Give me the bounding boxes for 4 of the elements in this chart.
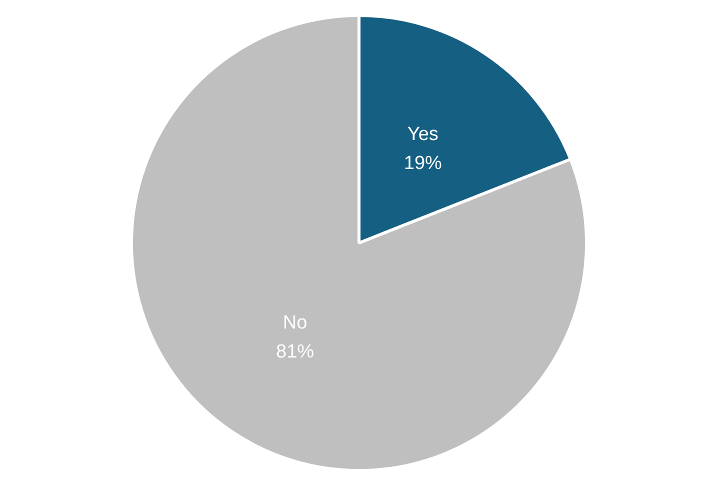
slice-label: Yes <box>407 124 438 146</box>
slice-label: No <box>282 312 308 334</box>
data-label: 19% <box>404 153 442 174</box>
data-label: 81% <box>276 341 314 362</box>
